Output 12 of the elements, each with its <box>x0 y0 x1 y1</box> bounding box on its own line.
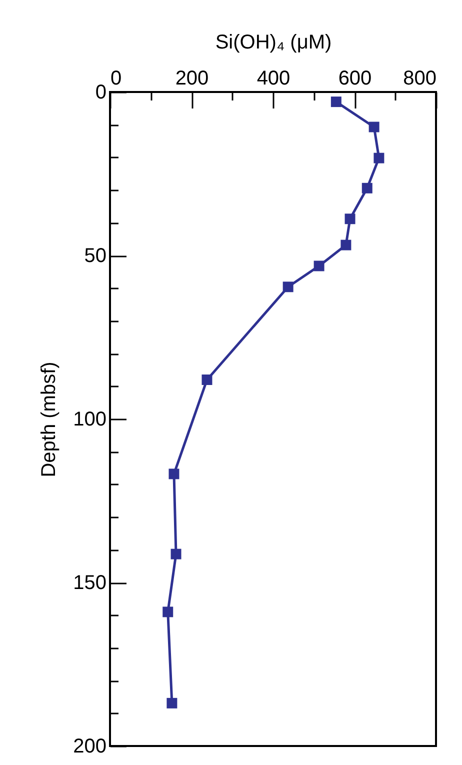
y-tick-label: 100 <box>73 408 106 430</box>
x-tick-label: 600 <box>338 68 372 90</box>
x-axis-title: Si(OH)₄ (μM) <box>215 32 332 54</box>
x-tick-label: 0 <box>110 68 122 90</box>
x-tick-label: 400 <box>256 68 290 90</box>
y-tick-label: 200 <box>73 736 106 758</box>
y-tick-label: 150 <box>73 572 106 594</box>
x-tick-label: 200 <box>175 68 209 90</box>
x-tick-label: 800 <box>403 68 436 90</box>
y-tick-label: 0 <box>95 82 106 104</box>
y-axis-title: Depth (mbsf) <box>38 362 60 478</box>
y-tick-label: 50 <box>84 245 106 267</box>
